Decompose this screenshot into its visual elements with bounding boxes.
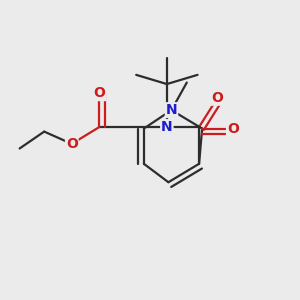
Text: O: O [66, 137, 78, 151]
Text: N: N [161, 120, 173, 134]
Text: O: O [94, 86, 105, 100]
Text: O: O [227, 122, 239, 136]
Text: N: N [166, 103, 177, 117]
Text: O: O [212, 91, 224, 105]
